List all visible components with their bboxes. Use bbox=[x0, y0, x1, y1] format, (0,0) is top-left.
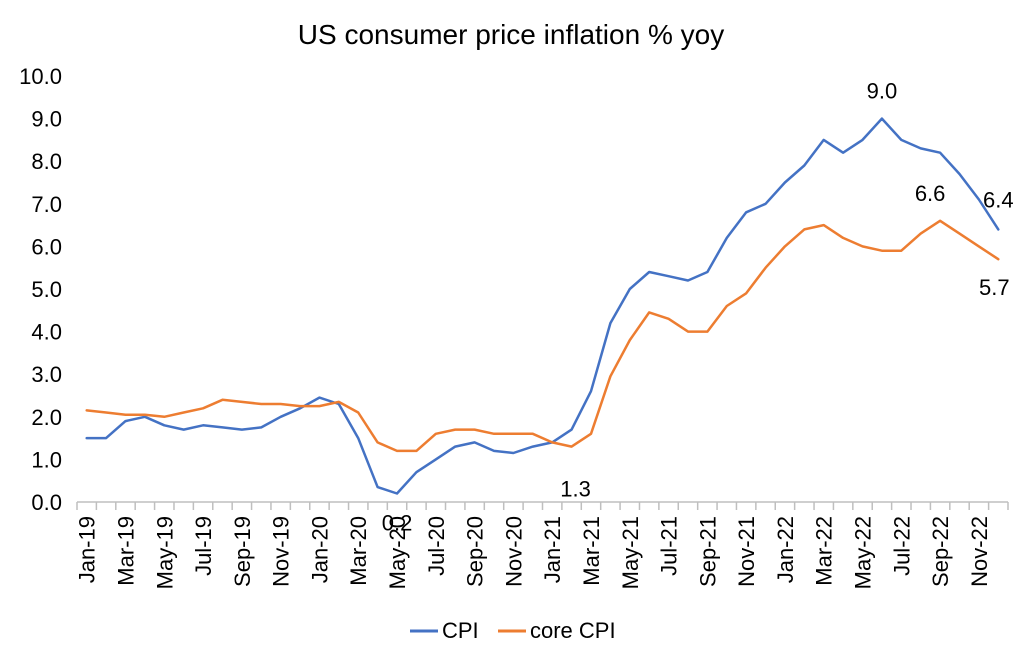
data-annotations: 9.0 6.4 6.6 5.7 0.2 1.3 bbox=[382, 79, 1014, 536]
y-tick-label: 4.0 bbox=[31, 320, 62, 345]
y-tick-label: 8.0 bbox=[31, 149, 62, 174]
x-tick-label: Sep-22 bbox=[928, 516, 953, 587]
x-tick-label: Jan-22 bbox=[773, 516, 798, 583]
y-tick-label: 10.0 bbox=[19, 64, 62, 89]
x-tick-label: Nov-20 bbox=[501, 516, 526, 587]
legend: CPI core CPI bbox=[410, 618, 616, 643]
series-line-cpi bbox=[85, 117, 1000, 495]
y-tick-label: 0.0 bbox=[31, 490, 62, 515]
x-tick-label: Jan-19 bbox=[75, 516, 100, 583]
data-label: 9.0 bbox=[867, 79, 898, 104]
x-tick-label: Jan-21 bbox=[540, 516, 565, 583]
data-label: 1.3 bbox=[560, 477, 591, 502]
x-tick-label: Jul-21 bbox=[657, 516, 682, 576]
y-tick-label: 9.0 bbox=[31, 107, 62, 132]
x-tick-label: May-21 bbox=[618, 516, 643, 589]
x-tick-label: Sep-19 bbox=[230, 516, 255, 587]
x-tick-label: Sep-21 bbox=[695, 516, 720, 587]
y-axis-ticks: 0.0 1.0 2.0 3.0 4.0 5.0 6.0 7.0 8.0 9.0 10.0 bbox=[19, 64, 62, 515]
x-tick-label: Jan-20 bbox=[307, 516, 332, 583]
data-label: 6.4 bbox=[983, 187, 1014, 212]
x-tick-label: Mar-19 bbox=[113, 516, 138, 586]
series-lines bbox=[85, 117, 1000, 495]
x-tick-label: May-19 bbox=[152, 516, 177, 589]
x-tick-label: Jul-22 bbox=[889, 516, 914, 576]
x-tick-label: Mar-20 bbox=[346, 516, 371, 586]
data-label: 0.2 bbox=[382, 510, 413, 535]
x-tick-label: Mar-21 bbox=[579, 516, 604, 586]
x-tick-label: Mar-22 bbox=[812, 516, 837, 586]
y-tick-label: 3.0 bbox=[31, 362, 62, 387]
legend-label: CPI bbox=[442, 618, 479, 643]
x-tick-label: Jul-20 bbox=[424, 516, 449, 576]
x-tick-label: Sep-20 bbox=[463, 516, 488, 587]
x-tick-label: May-22 bbox=[851, 516, 876, 589]
data-label: 5.7 bbox=[979, 275, 1010, 300]
series-line-core-cpi bbox=[85, 219, 1000, 453]
x-tick-label: Nov-21 bbox=[734, 516, 759, 587]
x-tick-label: Nov-19 bbox=[269, 516, 294, 587]
x-tick-label: Nov-22 bbox=[967, 516, 992, 587]
x-tick-label: Jul-19 bbox=[191, 516, 216, 576]
legend-label: core CPI bbox=[530, 618, 616, 643]
data-label: 6.6 bbox=[915, 181, 946, 206]
chart-title: US consumer price inflation % yoy bbox=[298, 19, 724, 50]
y-tick-label: 7.0 bbox=[31, 192, 62, 217]
x-axis-ticks: Jan-19 Mar-19 May-19 Jul-19 Sep-19 Nov-19 Jan-… bbox=[75, 502, 1009, 589]
y-tick-label: 5.0 bbox=[31, 277, 62, 302]
x-tick-label: May-20 bbox=[385, 516, 410, 589]
y-tick-label: 2.0 bbox=[31, 405, 62, 430]
y-tick-label: 6.0 bbox=[31, 234, 62, 259]
y-tick-label: 1.0 bbox=[31, 447, 62, 472]
